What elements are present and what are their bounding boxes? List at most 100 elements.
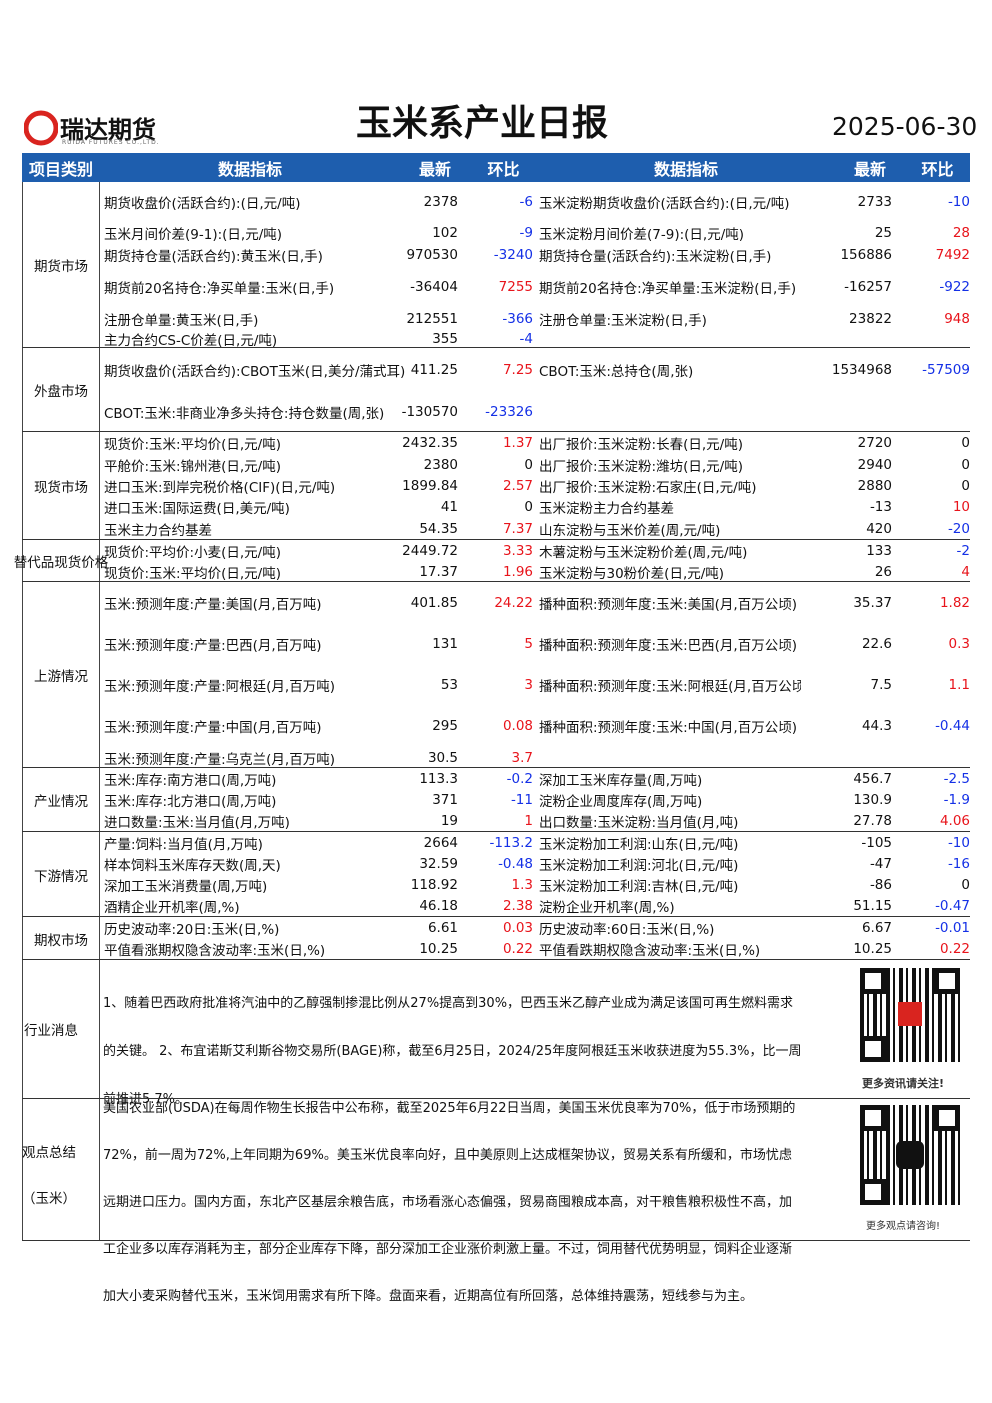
indicator: 出厂报价:玉米淀粉:石家庄(日,元/吨) [539, 479, 757, 496]
latest-value: 41 [440, 498, 458, 515]
indicator: 播种面积:预测年度:玉米:美国(月,百万公顷) [539, 596, 797, 613]
latest-value: 130.9 [853, 791, 892, 808]
column-header: 最新 [853, 159, 886, 179]
change-value: 0 [961, 456, 970, 473]
change-value: 0.22 [502, 941, 533, 957]
indicator: 期货前20名持仓:净买单量:玉米(日,手) [104, 280, 335, 297]
indicator: 玉米:预测年度:产量:巴西(月,百万吨) [104, 637, 322, 654]
change-value: -6 [519, 194, 533, 210]
change-value: 0 [961, 876, 970, 893]
change-value: 4 [961, 563, 970, 580]
change-value: 0.22 [939, 941, 970, 957]
indicator: 现货价:玉米:平均价(日,元/吨) [104, 565, 281, 582]
indicator: 期货前20名持仓:净买单量:玉米淀粉(日,手) [539, 280, 797, 297]
latest-value: 30.5 [427, 749, 458, 766]
latest-value: 1534968 [831, 362, 892, 378]
latest-value: 10.25 [853, 941, 892, 957]
indicator: 玉米:库存:北方港口(周,万吨) [104, 793, 277, 810]
indicator: 进口玉米:到岸完税价格(CIF)(日,元/吨) [104, 479, 336, 496]
category-column [22, 182, 100, 1240]
indicator: CBOT:玉米:非商业净多头持仓:持仓数量(周,张) [104, 406, 385, 422]
indicator: 木薯淀粉与玉米淀粉价差(周,元/吨) [539, 544, 748, 561]
change-value: -23326 [485, 404, 533, 420]
date: 2025-06-30 [832, 112, 978, 141]
latest-value: 2720 [857, 435, 892, 451]
change-value: 0.3 [948, 635, 970, 652]
news-text: 1、随着巴西政府批准将汽油中的乙醇强制掺混比例从27%提高到30%，巴西玉米乙醇… [103, 996, 802, 1107]
change-value: -10 [947, 834, 970, 851]
change-value: -0.2 [506, 770, 533, 787]
indicator: 玉米淀粉加工利润:山东(日,元/吨) [539, 836, 739, 853]
category: 行业消息 [24, 1023, 78, 1039]
section-border [22, 347, 970, 348]
section-border [22, 581, 970, 582]
latest-value: 35.37 [853, 594, 892, 611]
change-value: 7.25 [502, 362, 533, 378]
latest-value: 371 [432, 791, 458, 808]
latest-value: 420 [866, 520, 892, 537]
logo-icon [24, 110, 58, 146]
change-value: -20 [947, 520, 970, 537]
latest-value: -105 [861, 834, 892, 851]
latest-value: 25 [874, 225, 892, 241]
change-value: -0.01 [935, 919, 970, 936]
latest-value: 53 [440, 676, 458, 693]
latest-value: 2378 [423, 194, 458, 210]
latest-value: 6.67 [861, 919, 892, 936]
latest-value: 2880 [857, 477, 892, 494]
latest-value: 54.35 [419, 520, 458, 537]
indicator: 样本饲料玉米库存天数(周,天) [104, 857, 281, 874]
latest-value: 51.15 [853, 898, 892, 914]
section-border [22, 431, 970, 432]
change-value: -0.48 [498, 855, 533, 872]
change-value: 28 [952, 225, 970, 241]
change-value: -2 [956, 542, 970, 559]
latest-value: 10.25 [419, 941, 458, 957]
change-value: 1 [524, 813, 533, 829]
change-value: 1.3 [511, 876, 533, 893]
qr-caption: 更多资讯请关注! [862, 1077, 945, 1090]
latest-value: 133 [866, 542, 892, 559]
change-value: 948 [944, 311, 970, 327]
latest-value: 156886 [840, 246, 892, 263]
latest-value: 27.78 [853, 813, 892, 829]
change-value: -0.44 [935, 718, 970, 734]
change-value: -922 [939, 278, 970, 295]
latest-value: 46.18 [419, 898, 458, 914]
category: 现货市场 [34, 480, 88, 496]
latest-value: 6.61 [427, 919, 458, 936]
indicator: 期货持仓量(活跃合约):玉米淀粉(日,手) [539, 248, 772, 265]
change-value: 1.1 [948, 676, 970, 693]
change-value: 7492 [935, 246, 970, 263]
indicator: 深加工玉米库存量(周,万吨) [539, 772, 703, 789]
latest-value: 2940 [857, 456, 892, 473]
indicator: 期货收盘价(活跃合约):CBOT玉米(日,美分/蒲式耳) [104, 364, 406, 380]
latest-value: 113.3 [419, 770, 458, 787]
indicator: 注册仓单量:黄玉米(日,手) [104, 313, 259, 329]
indicator: 酒精企业开机率(周,%) [104, 900, 240, 916]
indicator: 深加工玉米消费量(周,万吨) [104, 878, 268, 895]
indicator: 进口数量:玉米:当月值(月,万吨) [104, 815, 290, 831]
change-value: 0 [524, 498, 533, 515]
latest-value: -36404 [410, 278, 458, 295]
indicator: 玉米:预测年度:产量:中国(月,百万吨) [104, 720, 322, 736]
qr-code [860, 1105, 960, 1205]
latest-value: 2449.72 [402, 542, 458, 559]
latest-value: 102 [432, 225, 458, 241]
change-value: 10 [952, 498, 970, 515]
change-value: 1.96 [502, 563, 533, 580]
change-value: 3.7 [511, 749, 533, 766]
change-value: -16 [947, 855, 970, 872]
change-value: -4 [519, 331, 533, 347]
indicator: 玉米:预测年度:产量:阿根廷(月,百万吨) [104, 678, 335, 695]
latest-value: 32.59 [419, 855, 458, 872]
indicator: 玉米淀粉主力合约基差 [539, 500, 674, 517]
latest-value: 118.92 [410, 876, 458, 893]
indicator: 玉米淀粉月间价差(7-9):(日,元/吨) [539, 227, 745, 243]
change-value: -10 [947, 194, 970, 210]
indicator: 期货持仓量(活跃合约):黄玉米(日,手) [104, 248, 323, 265]
indicator: 平值看跌期权隐含波动率:玉米(日,%) [539, 943, 761, 959]
latest-value: 19 [440, 813, 458, 829]
latest-value: -16257 [844, 278, 892, 295]
latest-value: 22.6 [861, 635, 892, 652]
